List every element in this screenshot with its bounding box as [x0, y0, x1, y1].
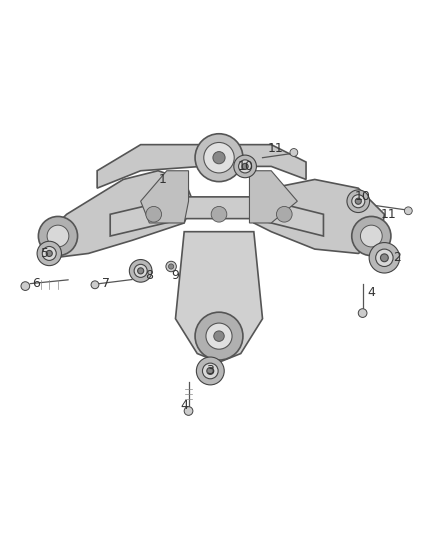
Circle shape	[369, 243, 399, 273]
Circle shape	[196, 357, 224, 385]
Polygon shape	[250, 171, 297, 223]
Polygon shape	[97, 144, 201, 188]
Circle shape	[234, 155, 256, 177]
Polygon shape	[141, 171, 188, 223]
Circle shape	[184, 407, 193, 415]
Circle shape	[360, 225, 382, 247]
Text: 8: 8	[145, 269, 153, 282]
Circle shape	[202, 363, 218, 379]
Circle shape	[42, 246, 56, 261]
Circle shape	[195, 134, 243, 182]
Circle shape	[207, 367, 214, 375]
Circle shape	[91, 281, 99, 289]
Polygon shape	[237, 144, 306, 180]
Circle shape	[195, 312, 243, 360]
Circle shape	[214, 331, 224, 341]
Circle shape	[206, 323, 232, 349]
Circle shape	[404, 207, 412, 215]
Circle shape	[381, 254, 389, 262]
Circle shape	[352, 216, 391, 256]
Circle shape	[211, 206, 227, 222]
Circle shape	[347, 190, 370, 213]
Circle shape	[290, 149, 298, 156]
Text: 1: 1	[159, 173, 166, 186]
Circle shape	[352, 195, 365, 208]
Circle shape	[146, 206, 162, 222]
Circle shape	[242, 163, 248, 169]
Text: 10: 10	[237, 160, 253, 173]
Text: 4: 4	[367, 286, 375, 299]
Text: 4: 4	[180, 399, 188, 412]
Circle shape	[166, 261, 177, 272]
Text: 10: 10	[355, 190, 371, 204]
Text: 6: 6	[32, 277, 40, 290]
Circle shape	[169, 264, 174, 269]
Circle shape	[213, 151, 225, 164]
Circle shape	[138, 268, 144, 274]
Circle shape	[239, 160, 252, 173]
Text: 3: 3	[206, 365, 214, 377]
Circle shape	[355, 198, 361, 204]
Circle shape	[129, 260, 152, 282]
Circle shape	[46, 251, 52, 256]
Circle shape	[276, 206, 292, 222]
Circle shape	[204, 142, 234, 173]
Polygon shape	[110, 197, 323, 236]
Text: 2: 2	[393, 251, 401, 264]
Circle shape	[21, 282, 30, 290]
Polygon shape	[254, 180, 385, 254]
Circle shape	[134, 264, 147, 277]
Text: 7: 7	[102, 277, 110, 290]
Polygon shape	[176, 232, 262, 362]
Text: 11: 11	[268, 142, 283, 156]
Polygon shape	[45, 171, 193, 258]
Circle shape	[358, 309, 367, 318]
Circle shape	[39, 216, 78, 256]
Circle shape	[47, 225, 69, 247]
Text: 11: 11	[381, 208, 397, 221]
Text: 9: 9	[172, 269, 180, 282]
Circle shape	[376, 249, 393, 266]
Circle shape	[37, 241, 61, 265]
Text: 5: 5	[41, 247, 49, 260]
